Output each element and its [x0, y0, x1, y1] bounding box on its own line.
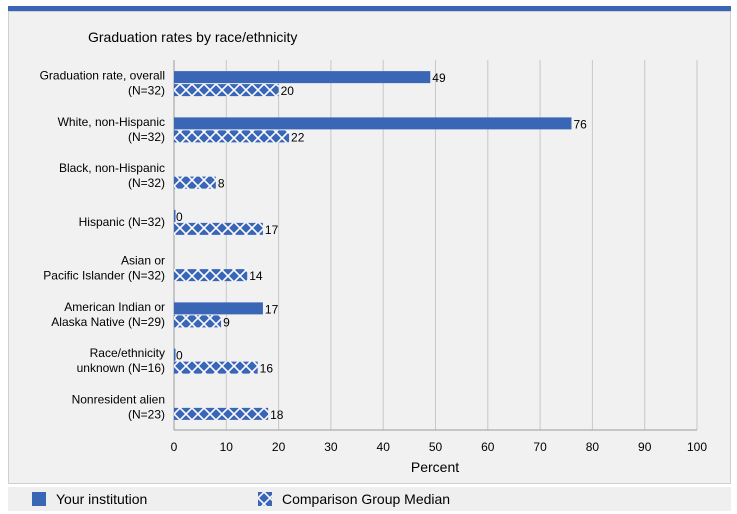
bar: [174, 130, 289, 142]
bar: [174, 84, 279, 96]
data-label: 16: [260, 362, 274, 376]
x-tick-label: 90: [638, 440, 652, 454]
data-label: 49: [432, 71, 446, 85]
data-label: 17: [265, 223, 279, 237]
x-tick-label: 20: [272, 440, 286, 454]
x-axis-label: Percent: [411, 459, 459, 475]
data-label: 0: [176, 210, 183, 224]
bar: [174, 71, 430, 83]
category-label: Graduation rate, overall: [40, 69, 165, 83]
category-label: White, non-Hispanic: [58, 115, 165, 129]
category-label: Alaska Native (N=29): [51, 315, 165, 329]
category-label: Black, non-Hispanic: [59, 161, 165, 175]
category-label: Asian or: [121, 254, 165, 268]
legend: Your institution Comparison Group Median: [32, 491, 450, 507]
bar: [174, 269, 247, 281]
category-label: American Indian or: [64, 300, 165, 314]
category-label: (N=32): [128, 176, 165, 190]
category-label: Pacific Islander (N=32): [43, 269, 165, 283]
legend-swatch: [258, 492, 272, 506]
x-tick-label: 10: [220, 440, 234, 454]
data-label: 0: [176, 349, 183, 363]
bar: [174, 362, 258, 374]
legend-swatch: [32, 492, 46, 506]
x-tick-label: 100: [687, 440, 707, 454]
bar: [174, 302, 263, 314]
category-label: Hispanic (N=32): [79, 215, 165, 229]
x-tick-label: 60: [481, 440, 495, 454]
x-tick-label: 80: [586, 440, 600, 454]
category-label: Nonresident alien: [72, 392, 165, 406]
legend-label: Your institution: [56, 491, 147, 507]
legend-label: Comparison Group Median: [282, 491, 450, 507]
data-label: 14: [249, 269, 263, 283]
category-label: (N=32): [128, 130, 165, 144]
data-label: 22: [291, 130, 305, 144]
category-label: Race/ethnicity: [90, 346, 165, 360]
bar: [174, 315, 221, 327]
x-tick-label: 0: [171, 440, 178, 454]
bar: [174, 408, 268, 420]
bar: [174, 117, 571, 129]
data-label: 20: [281, 84, 295, 98]
data-label: 76: [573, 117, 587, 131]
x-tick-label: 40: [377, 440, 391, 454]
grid-lines: [174, 60, 697, 430]
category-labels: Graduation rate, overall(N=32)White, non…: [40, 69, 165, 422]
x-tick-label: 30: [324, 440, 338, 454]
bar: [174, 177, 216, 189]
chart-title: Graduation rates by race/ethnicity: [88, 29, 297, 45]
data-label: 9: [223, 315, 230, 329]
x-tick-labels: 0 10 20 30 40 50 60 70 80 90 100: [171, 440, 708, 454]
x-tick-label: 70: [533, 440, 547, 454]
bar: [174, 223, 263, 235]
category-label: (N=23): [128, 407, 165, 421]
x-tick-label: 50: [429, 440, 443, 454]
data-label: 18: [270, 408, 284, 422]
category-label: unknown (N=16): [77, 361, 165, 375]
bars-group: 49 76 0 17 0 20 22 8 17 14 9 16 18: [174, 71, 587, 422]
category-label: (N=32): [128, 84, 165, 98]
data-label: 8: [218, 177, 225, 191]
data-label: 17: [265, 302, 279, 316]
